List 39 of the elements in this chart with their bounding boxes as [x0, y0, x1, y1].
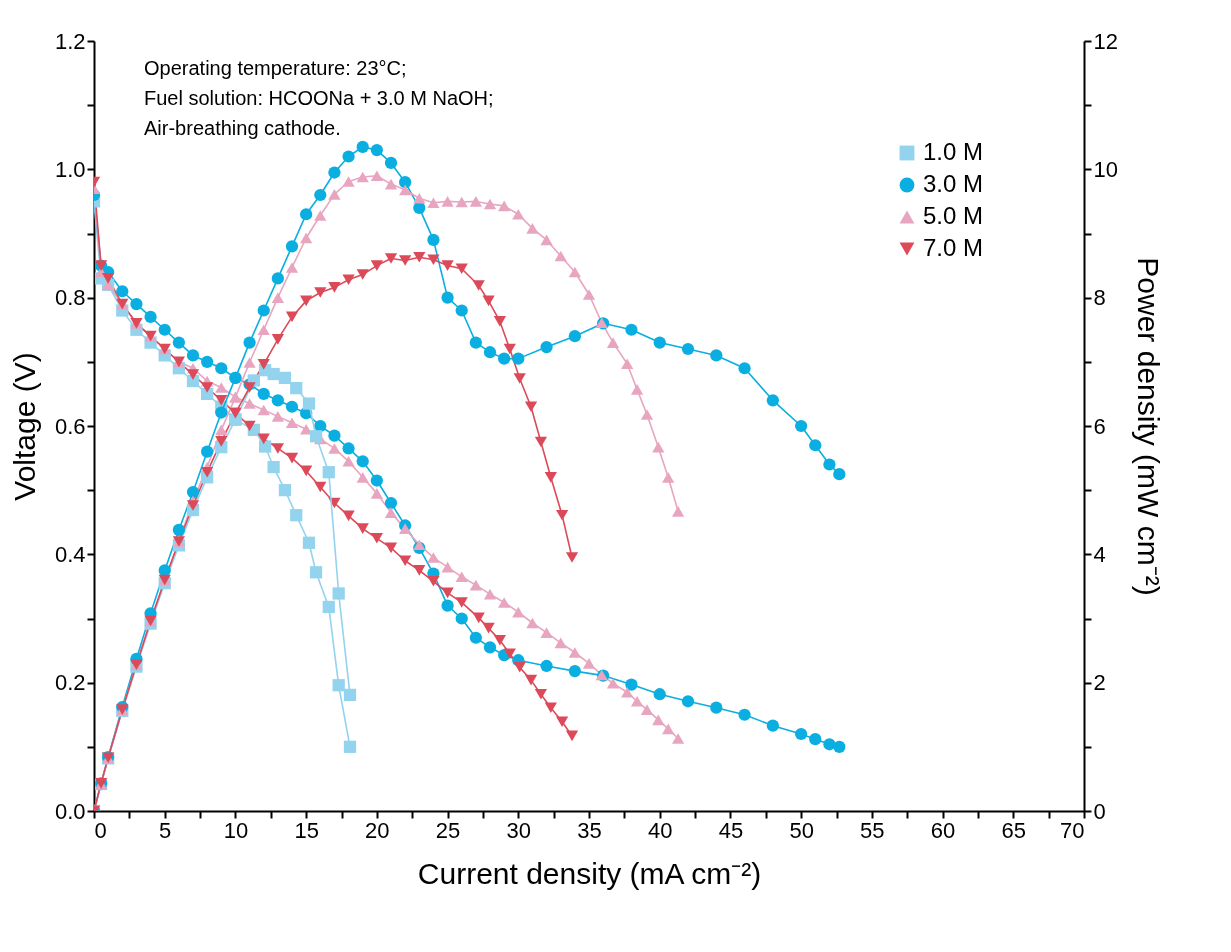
x-tick-label: 55: [860, 817, 885, 843]
y-tick-label: 1.2: [54, 28, 86, 54]
y2-tick-label: 4: [1093, 541, 1106, 567]
y2-tick-label: 0: [1093, 798, 1106, 824]
x-tick-label: 30: [506, 817, 532, 843]
y2-tick-label: 2: [1093, 670, 1106, 696]
y-tick-label: 0.8: [54, 285, 86, 311]
y-tick-label: 0.0: [54, 798, 86, 824]
annotation: Air-breathing cathode.: [144, 117, 341, 139]
legend-label: 1.0 M: [923, 138, 984, 165]
x-tick-label: 60: [930, 817, 956, 843]
x-tick-label: 20: [365, 817, 390, 843]
x-tick-label: 70: [1060, 817, 1085, 843]
x-tick-label: 45: [718, 817, 744, 843]
x-tick-label: 65: [1001, 817, 1027, 843]
x-tick-label: 25: [435, 817, 461, 843]
y2-tick-label: 8: [1093, 285, 1106, 311]
y-tick-label: 0.2: [54, 670, 86, 696]
x-tick-label: 15: [294, 817, 319, 843]
y-tick-label: 0.4: [54, 541, 86, 567]
y2-tick-label: 10: [1093, 156, 1118, 182]
y2-tick-label: 12: [1093, 28, 1118, 54]
x-tick-label: 5: [159, 817, 172, 843]
x-tick-label: 35: [577, 817, 602, 843]
annotation: Operating temperature: 23°C;: [144, 57, 407, 79]
legend-label: 5.0 M: [923, 202, 984, 229]
y2-tick-label: 6: [1093, 413, 1106, 439]
y-tick-label: 0.6: [54, 413, 86, 439]
legend-label: 7.0 M: [923, 234, 984, 261]
x-axis-title: Current density (mA cm⁻²): [417, 856, 762, 890]
y-axis-title: Voltage (V): [7, 352, 41, 501]
y-tick-label: 1.0: [54, 156, 86, 182]
x-tick-label: 0: [94, 817, 107, 843]
y2-axis-title: Power density (mW cm⁻²): [1131, 257, 1165, 596]
x-tick-label: 40: [647, 817, 673, 843]
x-tick-label: 10: [223, 817, 249, 843]
annotation: Fuel solution: HCOONa + 3.0 M NaOH;: [144, 87, 494, 109]
legend-label: 3.0 M: [923, 170, 984, 197]
x-tick-label: 50: [789, 817, 814, 843]
